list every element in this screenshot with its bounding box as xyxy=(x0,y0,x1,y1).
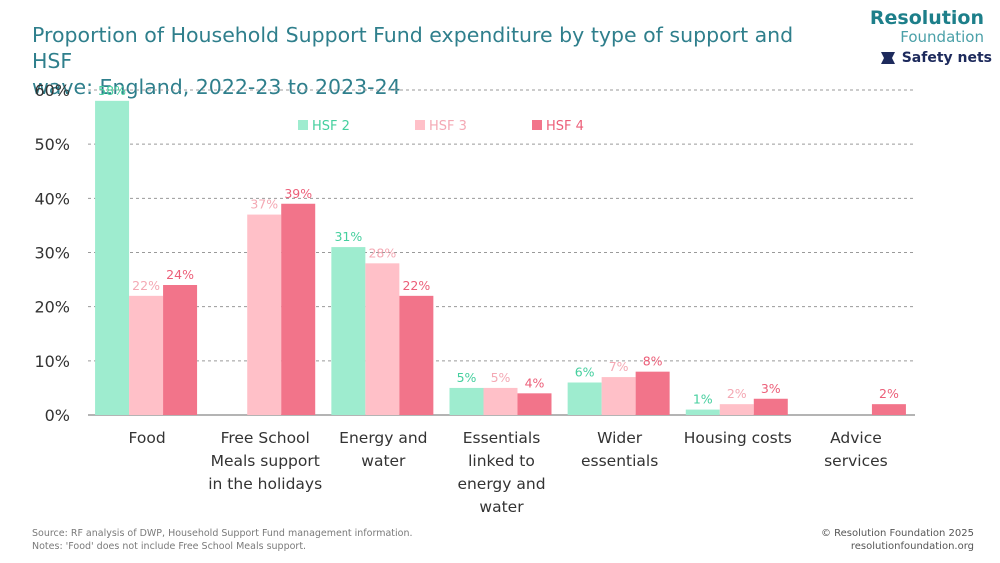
bar xyxy=(871,404,906,415)
data-label: 7% xyxy=(609,359,629,374)
notes-note: Notes: 'Food' does not include Free Scho… xyxy=(32,541,307,552)
data-label: 37% xyxy=(250,197,278,212)
section-tag-label: Safety nets xyxy=(901,50,992,66)
y-tick-label: 0% xyxy=(45,406,70,425)
bar xyxy=(129,295,164,415)
data-label: 1% xyxy=(693,392,713,407)
data-label: 2% xyxy=(879,386,899,401)
legend-swatch xyxy=(532,120,542,130)
category-label: water xyxy=(479,498,524,516)
data-label: 22% xyxy=(132,278,160,293)
bar xyxy=(399,295,434,415)
chart-title-line-2: wave: England, 2022-23 to 2023-24 xyxy=(32,75,401,99)
brand-sub: Foundation xyxy=(900,28,984,46)
data-label: 28% xyxy=(368,245,396,260)
bar xyxy=(719,404,754,415)
footer-notes: Source: RF analysis of DWP, Household Su… xyxy=(32,527,412,553)
legend-swatch xyxy=(415,120,425,130)
category-label: Meals support xyxy=(211,452,320,470)
data-label: 58% xyxy=(98,83,126,98)
section-tag: Safety nets xyxy=(880,50,992,66)
category-label: energy and xyxy=(457,475,545,493)
bar xyxy=(635,371,670,415)
legend-label: HSF 2 xyxy=(312,119,350,134)
category-label: in the holidays xyxy=(208,475,322,493)
y-tick-label: 20% xyxy=(34,298,70,317)
bar xyxy=(483,387,518,415)
bar xyxy=(685,409,720,415)
chart-title: Proportion of Household Support Fund exp… xyxy=(32,22,832,100)
brand-logo: Resolution Foundation xyxy=(870,8,984,45)
bar xyxy=(95,100,130,415)
source-note: Source: RF analysis of DWP, Household Su… xyxy=(32,528,413,539)
category-label: Food xyxy=(128,429,165,447)
data-label: 24% xyxy=(166,267,194,282)
data-label: 22% xyxy=(402,278,430,293)
data-label: 6% xyxy=(575,365,595,380)
category-label: services xyxy=(824,452,888,470)
category-label: Advice xyxy=(830,429,882,447)
category-label: Energy and xyxy=(339,429,427,447)
data-label: 39% xyxy=(284,186,312,201)
safety-net-icon xyxy=(880,52,895,64)
copyright: © Resolution Foundation 2025 xyxy=(820,528,974,539)
data-label: 5% xyxy=(491,370,511,385)
footer-credit: © Resolution Foundation 2025 resolutionf… xyxy=(821,527,974,553)
category-label: linked to xyxy=(468,452,535,470)
y-tick-label: 50% xyxy=(34,135,70,154)
bar xyxy=(567,382,602,415)
category-label: Housing costs xyxy=(684,429,792,447)
bar xyxy=(281,203,316,415)
category-label: Wider xyxy=(597,429,643,447)
bar xyxy=(601,377,636,415)
data-label: 5% xyxy=(457,370,477,385)
bar xyxy=(331,247,366,415)
y-tick-label: 30% xyxy=(34,244,70,263)
brand-name: Resolution xyxy=(869,7,984,29)
bar xyxy=(449,387,484,415)
category-label: essentials xyxy=(581,452,658,470)
category-label: Free School xyxy=(221,429,310,447)
bar xyxy=(517,393,552,415)
data-label: 31% xyxy=(334,229,362,244)
data-label: 2% xyxy=(727,386,747,401)
website-url: resolutionfoundation.org xyxy=(850,541,974,552)
bar xyxy=(247,214,282,415)
bar xyxy=(365,263,400,415)
y-tick-label: 10% xyxy=(34,352,70,371)
legend-label: HSF 4 xyxy=(546,119,584,134)
y-tick-label: 60% xyxy=(34,81,70,100)
legend-label: HSF 3 xyxy=(429,119,467,134)
bar-chart: 0% 10% 20% 30% 40% 50% 60% 58% 22% 24% Food 37% 39% F… xyxy=(34,81,915,516)
data-label: 8% xyxy=(643,354,663,369)
data-label: 4% xyxy=(525,375,545,390)
category-label: Essentials xyxy=(463,429,541,447)
category-label: water xyxy=(361,452,406,470)
chart-title-line-1: Proportion of Household Support Fund exp… xyxy=(32,23,794,73)
y-tick-label: 40% xyxy=(34,189,70,208)
legend-swatch xyxy=(298,120,308,130)
bar xyxy=(163,285,198,415)
data-label: 3% xyxy=(761,381,781,396)
bar xyxy=(753,398,788,415)
